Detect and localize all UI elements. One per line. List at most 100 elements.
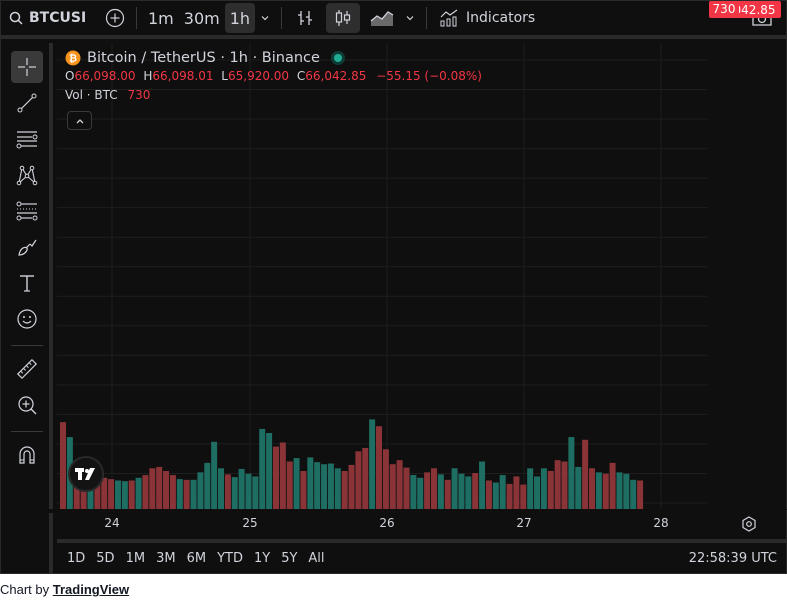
drawing-toolbar (1, 43, 53, 509)
area-chart-icon (370, 11, 394, 26)
toolbar-divider (281, 7, 283, 29)
volume-bar (197, 472, 204, 509)
chevron-down-icon (406, 16, 414, 21)
candles-chart-type-button[interactable] (326, 3, 361, 33)
low-label: L (221, 69, 228, 83)
range-1m-button[interactable]: 1M (125, 550, 146, 566)
chart-widget: BTCUSI 1m 30m 1h Indicators (0, 0, 787, 574)
volume-bar (142, 475, 149, 509)
volume-bar (259, 428, 266, 509)
fib-retracement-icon (16, 201, 38, 221)
collapse-legend-button[interactable] (67, 111, 92, 130)
symbol-search-button[interactable]: BTCUSI (1, 3, 93, 33)
volume-bar (176, 479, 183, 509)
interval-1h-button[interactable]: 1h (224, 3, 256, 33)
tradingview-link[interactable]: TradingView (52, 582, 130, 597)
magnet-icon (19, 446, 35, 464)
range-6m-button[interactable]: 6M (186, 550, 207, 566)
zoom-in-icon (18, 396, 37, 415)
settings-icon[interactable] (741, 516, 757, 532)
measure-tool-button[interactable] (11, 353, 43, 385)
range-1d-button[interactable]: 1D (67, 550, 86, 566)
area-chart-type-button[interactable] (364, 3, 400, 33)
volume-bar (94, 473, 101, 509)
range-5y-button[interactable]: 5Y (281, 550, 298, 566)
volume-bar (231, 477, 238, 509)
volume-bar (156, 466, 163, 509)
emoji-tool-button[interactable] (11, 303, 43, 335)
chart-pane[interactable] (57, 43, 707, 509)
volume-bar (623, 473, 630, 509)
horizontal-lines-icon (16, 131, 38, 149)
volume-bar (616, 472, 623, 509)
chart-legend: ₿ Bitcoin / TetherUS · 1h · Binance O66,… (65, 48, 482, 105)
open-value: 66,098.00 (74, 69, 136, 83)
volume-bar (135, 477, 142, 509)
toolbar-divider (426, 7, 428, 29)
interval-label: 30m (183, 8, 220, 28)
volume-bar (355, 451, 362, 509)
range-1y-button[interactable]: 1Y (253, 550, 271, 566)
bar-chart-type-button[interactable] (288, 3, 322, 33)
symbol-name: BTCUSI (29, 10, 87, 26)
volume-bar (108, 479, 115, 509)
volume-bar (637, 480, 644, 509)
volume-bar (266, 433, 273, 509)
volume-bar (451, 468, 458, 509)
volume-bar (341, 471, 348, 509)
volume-bar (458, 473, 465, 509)
volume-bar (211, 441, 218, 509)
indicators-icon (440, 9, 458, 27)
pattern-tool-button[interactable] (11, 159, 43, 191)
svg-text:₿: ₿ (69, 53, 77, 65)
volume-bar (527, 468, 534, 509)
volume-bar (293, 458, 300, 509)
volume-bar (334, 468, 341, 509)
volume-bar (163, 471, 170, 509)
utc-clock[interactable]: 22:58:39 UTC (688, 551, 777, 566)
magnet-tool-button[interactable] (11, 439, 43, 471)
volume-bar (554, 460, 561, 509)
market-open-status-icon[interactable] (330, 50, 346, 66)
interval-30m-button[interactable]: 30m (179, 3, 225, 33)
chart-type-dropdown-button[interactable] (400, 3, 420, 33)
high-label: H (143, 69, 153, 83)
interval-dropdown-button[interactable] (255, 3, 275, 33)
compare-symbol-button[interactable] (100, 3, 130, 33)
volume-bar (609, 462, 616, 509)
fib-tool-button[interactable] (11, 195, 43, 227)
volume-bar (561, 461, 568, 509)
volume-bar (506, 483, 513, 509)
volume-bar (376, 426, 383, 509)
volume-bar (279, 442, 286, 509)
volume-bar (444, 479, 451, 509)
tradingview-logo[interactable] (68, 456, 104, 492)
zoom-in-tool-button[interactable] (11, 389, 43, 421)
toolbar-divider (136, 7, 137, 29)
time-tick: 25 (242, 516, 258, 530)
trend-line-tool-button[interactable] (11, 87, 43, 119)
indicators-button[interactable]: Indicators (433, 3, 541, 33)
interval-label: 1h (229, 8, 251, 28)
volume-legend: Vol · BTC 730 (65, 88, 482, 105)
time-axis[interactable]: 24 25 26 27 28 (57, 509, 787, 537)
range-3m-button[interactable]: 3M (156, 550, 176, 566)
volume-bar (238, 468, 245, 509)
horizontal-lines-tool-button[interactable] (11, 123, 43, 155)
toolbar-divider (11, 345, 43, 346)
tradingview-logo-icon (75, 468, 95, 480)
trend-line-icon (17, 93, 37, 113)
volume-bar (382, 449, 389, 509)
volume-bar (169, 475, 176, 509)
volume-bar (369, 419, 376, 509)
range-all-button[interactable]: All (308, 550, 325, 566)
volume-bar (513, 476, 520, 509)
range-5d-button[interactable]: 5D (96, 550, 115, 566)
interval-1m-button[interactable]: 1m (143, 3, 179, 33)
left-toolbar-footer (1, 513, 53, 573)
price-axis[interactable] (707, 43, 787, 509)
text-tool-button[interactable] (11, 267, 43, 299)
crosshair-tool-button[interactable] (11, 51, 43, 83)
brush-tool-button[interactable] (11, 231, 43, 263)
range-ytd-button[interactable]: YTD (217, 550, 243, 566)
